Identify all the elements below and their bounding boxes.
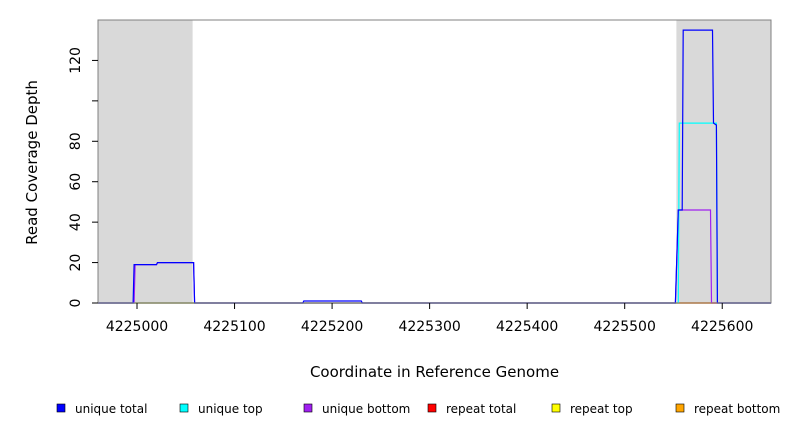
- legend-swatch: [303, 403, 313, 413]
- legend-label: repeat top: [570, 402, 633, 416]
- legend-swatch: [179, 403, 189, 413]
- legend-item-unique-total: unique total: [56, 402, 147, 416]
- series-unique-bottom: [98, 209, 771, 304]
- legend-label: repeat total: [446, 402, 516, 416]
- legend-label: unique bottom: [322, 402, 410, 416]
- shaded-region-1: [676, 20, 771, 303]
- y-tick-label: 40: [68, 213, 84, 231]
- y-tick-label: 20: [68, 254, 84, 272]
- y-tick-label: 0: [68, 299, 84, 308]
- legend-swatch: [56, 403, 66, 413]
- legend-item-repeat-bottom: repeat bottom: [675, 402, 780, 416]
- legend-swatch: [427, 403, 437, 413]
- x-tick-label: 4225200: [301, 319, 363, 335]
- x-tick-label: 4225000: [106, 319, 168, 335]
- x-axis-title: Coordinate in Reference Genome: [310, 363, 559, 381]
- plot-frame: [97, 19, 772, 304]
- legend-label: unique total: [75, 402, 147, 416]
- x-tick-label: 4225400: [496, 319, 558, 335]
- y-tick-label: 120: [68, 47, 84, 74]
- shaded-regions: [98, 20, 771, 303]
- legend-label: repeat bottom: [694, 402, 780, 416]
- legend: unique total unique top unique bottom repea…: [56, 402, 780, 416]
- legend-item-repeat-total: repeat total: [427, 402, 516, 416]
- legend-label: unique top: [198, 402, 263, 416]
- legend-swatch: [551, 403, 561, 413]
- y-tick-label: 60: [68, 173, 84, 191]
- x-tick-label: 4225100: [203, 319, 265, 335]
- y-tick-label: 80: [68, 132, 84, 150]
- series-unique-top: [98, 122, 771, 304]
- y-axis-title: Read Coverage Depth: [23, 80, 41, 245]
- legend-swatch: [675, 403, 685, 413]
- series-lines: [98, 29, 771, 304]
- legend-item-unique-top: unique top: [179, 402, 263, 416]
- x-tick-label: 4225600: [691, 319, 753, 335]
- legend-item-unique-bottom: unique bottom: [303, 402, 410, 416]
- legend-item-repeat-top: repeat top: [551, 402, 633, 416]
- x-axis: 4225000 4225100 4225200 4225300 4225400 42255…: [106, 303, 753, 335]
- shaded-region-0: [98, 20, 193, 303]
- series-unique-total: [98, 29, 771, 304]
- y-axis: 0 20 40 60 80 120: [68, 47, 98, 307]
- x-tick-label: 4225300: [398, 319, 460, 335]
- x-tick-label: 4225500: [594, 319, 656, 335]
